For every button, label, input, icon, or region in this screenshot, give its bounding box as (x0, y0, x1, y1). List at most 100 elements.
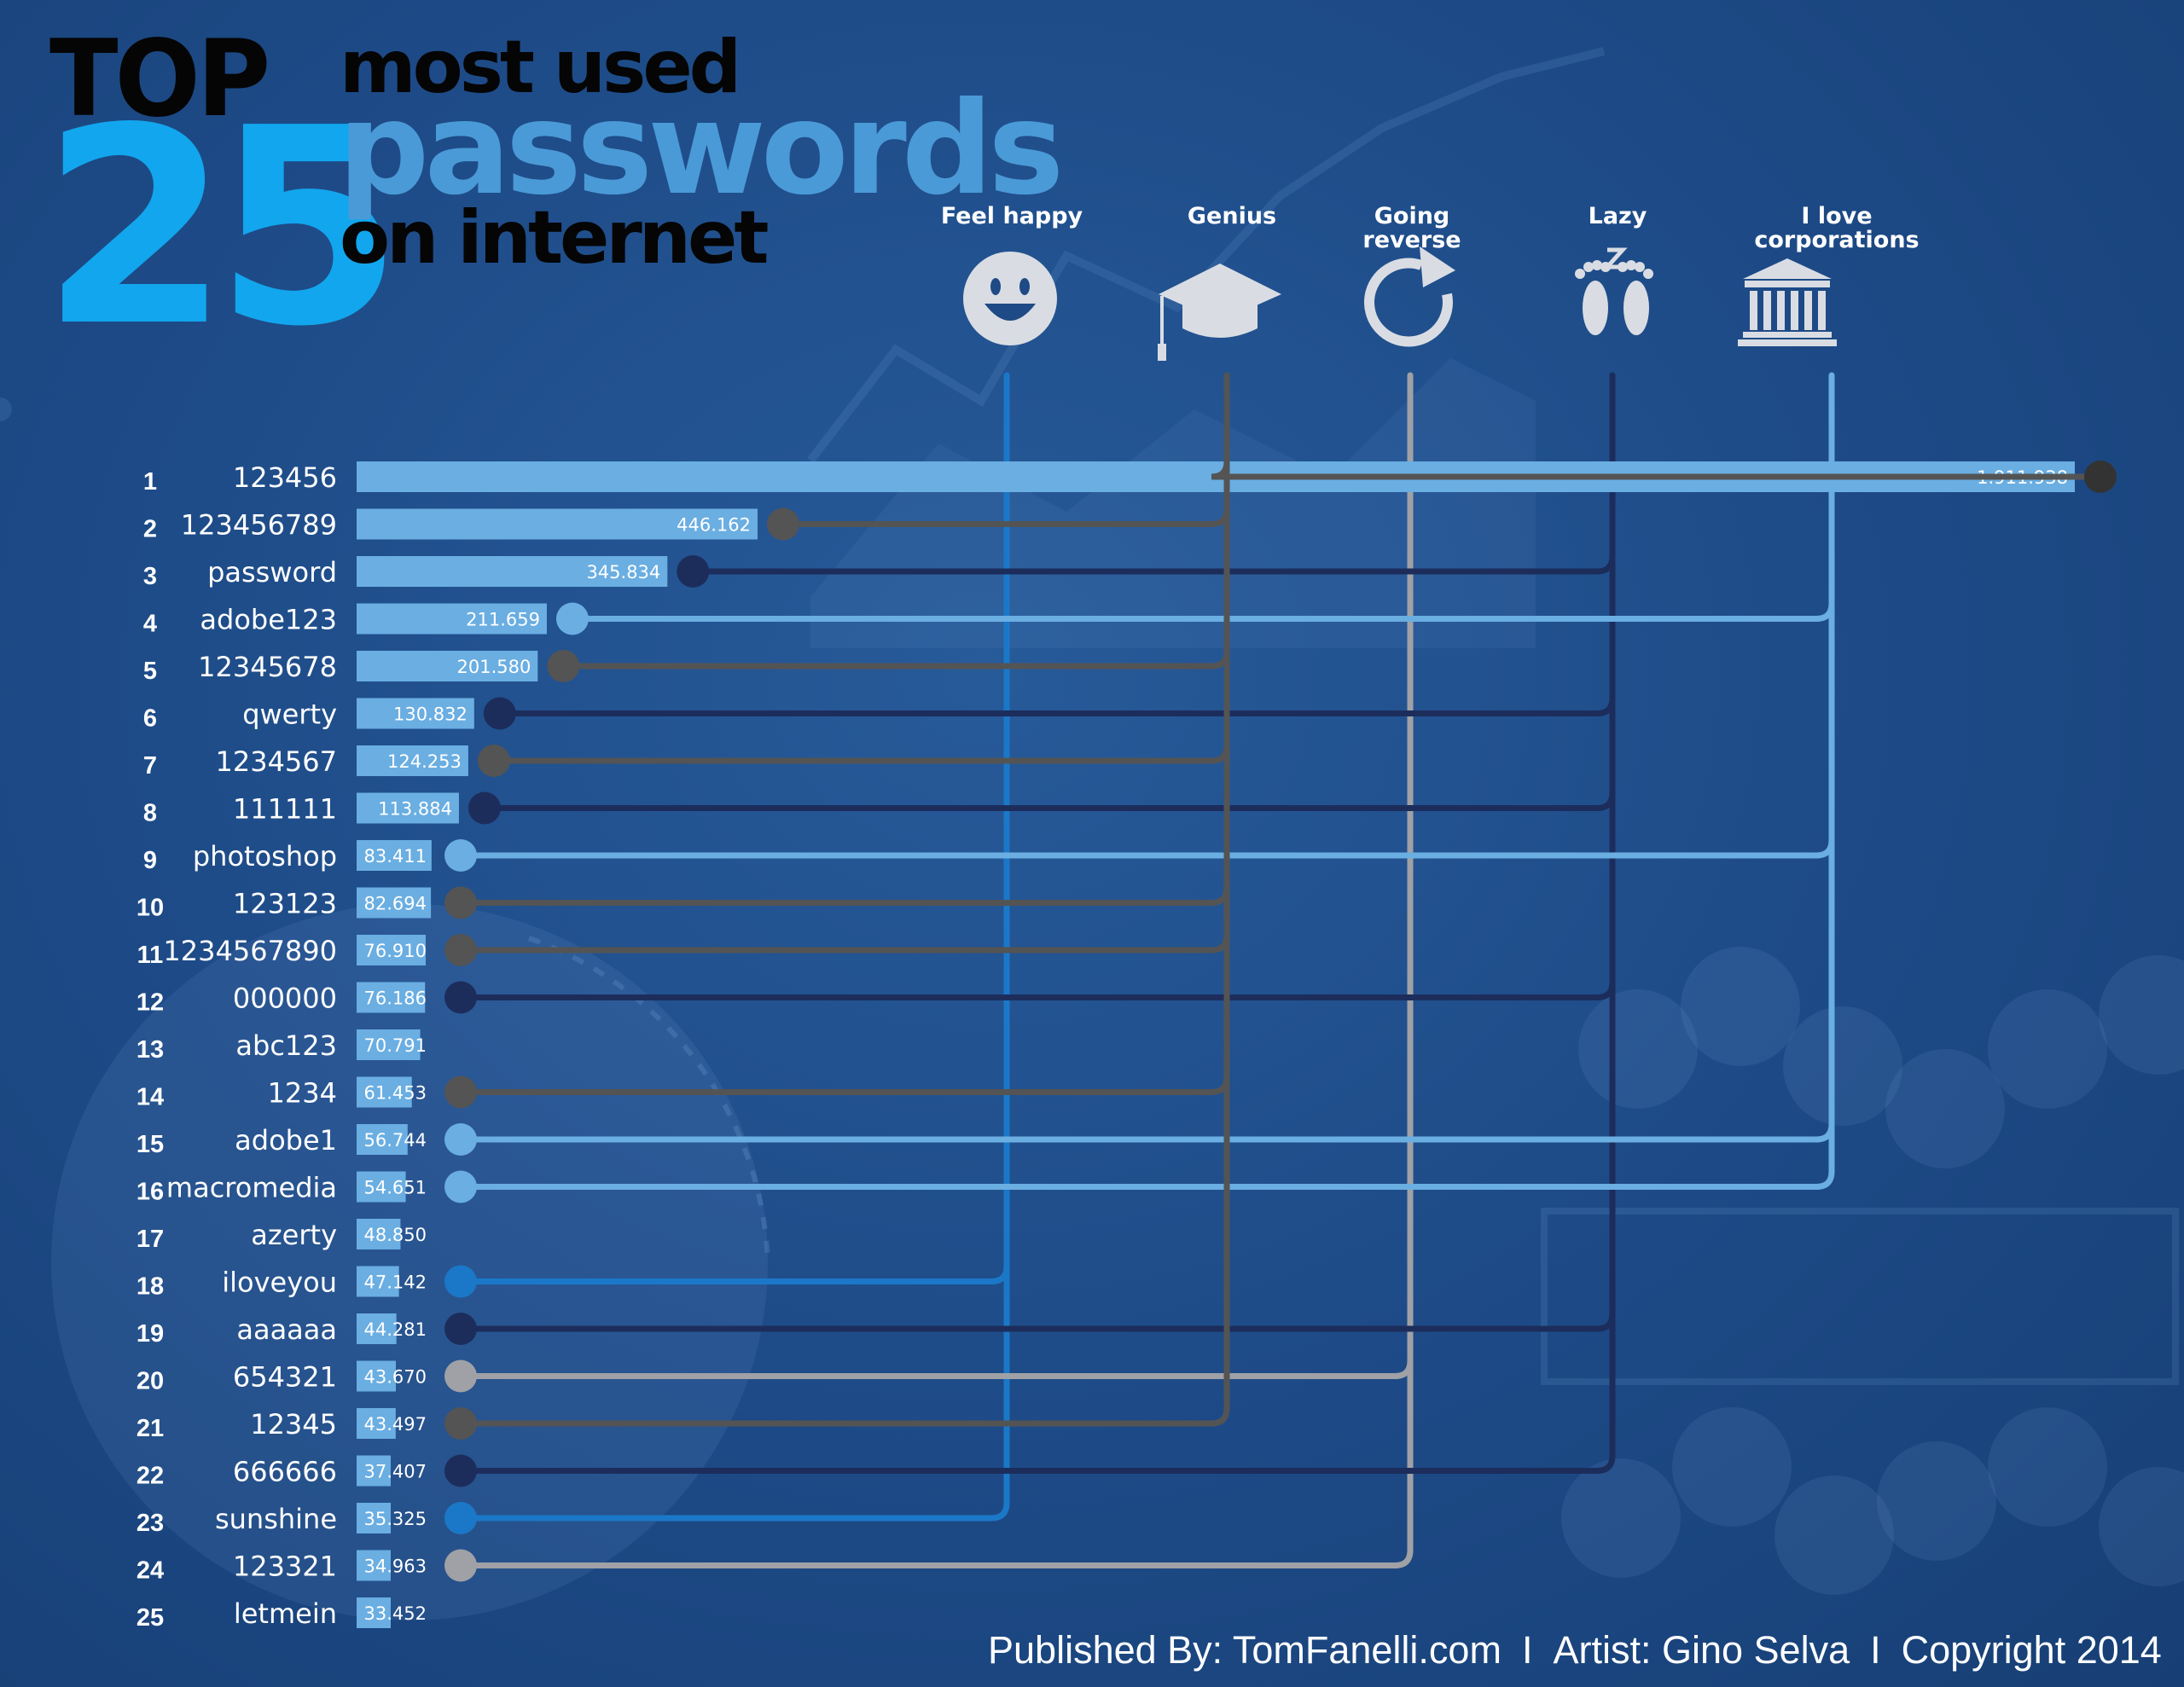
rank-label: 15 (136, 1131, 164, 1158)
value-label: 43.670 (364, 1367, 427, 1388)
bar (357, 1597, 391, 1628)
footer-published: Published By: TomFanelli.com (988, 1628, 1502, 1672)
rank-label: 23 (136, 1510, 164, 1537)
value-label: 211.659 (466, 610, 540, 630)
connector-dot (677, 555, 710, 588)
connector-dot (555, 602, 589, 635)
bar (357, 1266, 399, 1297)
connector-dot (547, 650, 580, 682)
smiley-face-icon (963, 252, 1057, 345)
rank-label: 16 (136, 1179, 164, 1206)
connector-dot (444, 1075, 477, 1109)
password-label: sunshine (215, 1503, 337, 1535)
bank-building-icon (1738, 258, 1837, 346)
bg-node (1988, 1407, 2107, 1527)
password-label: adobe123 (200, 604, 337, 636)
value-label: 48.850 (364, 1225, 427, 1245)
connector-dot (468, 791, 501, 825)
rank-label: 17 (136, 1226, 164, 1253)
password-label: 000000 (233, 983, 337, 1015)
connector-overlay (444, 372, 2117, 1582)
connector-dot (444, 1502, 477, 1534)
password-label: 1234567 (215, 745, 337, 778)
value-label: 124.253 (387, 751, 462, 772)
connector-lazy (693, 555, 1616, 575)
connector-lazy (461, 982, 1616, 1000)
bg-node (1885, 1049, 2005, 1168)
connector-lazy (499, 698, 1616, 716)
rank-label: 11 (137, 942, 164, 969)
value-label: 70.791 (364, 1035, 427, 1056)
category-label-lazy: Lazy (1589, 203, 1647, 229)
circular-arrow-icon (1364, 246, 1455, 347)
connector-happy (461, 1502, 1010, 1522)
bar (357, 1455, 391, 1487)
bg-node (2099, 1467, 2184, 1586)
title-number: 25 (41, 70, 404, 386)
password-label: qwerty (242, 699, 337, 731)
category-label-reverse: Going (1374, 203, 1450, 229)
connector-corp (461, 839, 1835, 859)
connector-dot (444, 1454, 477, 1487)
bg-node (1681, 947, 1800, 1066)
footer-separator: I (1521, 1628, 1533, 1672)
bar (357, 1360, 397, 1392)
bar (357, 698, 474, 729)
rank-label: 18 (136, 1273, 164, 1301)
password-label: 654321 (233, 1361, 337, 1394)
rank-label: 20 (136, 1368, 164, 1395)
title-line1: most used (340, 25, 741, 110)
bg-node (2099, 955, 2184, 1075)
value-label: 47.142 (364, 1272, 427, 1293)
connector-genius (461, 1076, 1230, 1095)
bar (357, 1219, 401, 1249)
password-label: 111111 (233, 793, 337, 826)
connector-happy (461, 1266, 1010, 1284)
rank-label: 5 (143, 658, 157, 685)
password-label: macromedia (166, 1172, 337, 1204)
sleeping-feet-icon (1575, 247, 1653, 335)
value-label: 446.162 (677, 515, 751, 536)
password-label: adobe1 (235, 1124, 337, 1157)
value-label: 56.744 (364, 1130, 427, 1151)
connector-dot (444, 1313, 477, 1345)
value-label: 130.832 (393, 704, 468, 725)
title-line3: on internet (340, 195, 769, 281)
footer-credits: Published By: TomFanelli.com I Artist: Gin… (988, 1628, 2162, 1673)
graduation-cap-icon (1158, 264, 1281, 361)
bar (357, 508, 758, 540)
bar (357, 792, 459, 824)
bg-node (1774, 1475, 1894, 1595)
value-label: 201.580 (456, 657, 531, 677)
password-label: 123456789 (181, 509, 337, 542)
category-label-corp: corporations (1754, 227, 1919, 253)
connector-dot (444, 981, 477, 1014)
value-label: 61.453 (364, 1083, 427, 1104)
bar (357, 1550, 391, 1581)
bar (357, 1076, 412, 1108)
bar (357, 1503, 391, 1533)
value-label: 83.411 (364, 846, 427, 867)
bg-node (1578, 989, 1698, 1109)
bar (357, 1313, 397, 1344)
category-label-genius: Genius (1188, 203, 1276, 229)
bg-pie-arc (528, 936, 770, 1263)
value-label: 82.694 (364, 894, 427, 914)
password-label: abc123 (235, 1029, 337, 1062)
rank-label: 1 (143, 468, 157, 496)
bar (357, 651, 538, 681)
password-label: azerty (251, 1219, 337, 1251)
connector-corp (461, 1171, 1835, 1190)
connector-genius (563, 650, 1230, 670)
value-label: 345.834 (586, 562, 660, 583)
bar (357, 982, 426, 1013)
connector-genius (461, 1407, 1230, 1427)
password-label: iloveyou (222, 1267, 337, 1299)
value-label: 43.497 (364, 1414, 427, 1435)
bar (357, 603, 547, 635)
connector-reverse (461, 1360, 1414, 1379)
password-label: photoshop (193, 840, 337, 872)
connector-dot (444, 934, 477, 966)
